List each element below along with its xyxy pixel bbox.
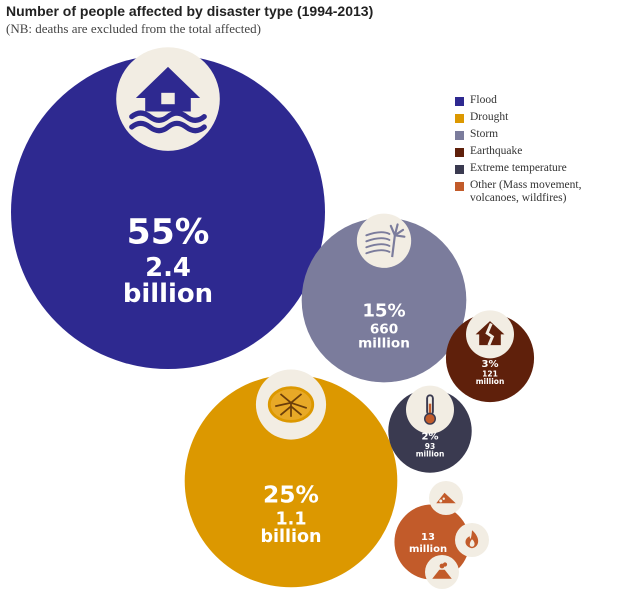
bubble-circle (11, 55, 325, 369)
wind-line (365, 231, 391, 237)
percent-label: 2% (422, 431, 439, 442)
percent-label: 25% (263, 480, 319, 508)
legend-swatch (455, 148, 464, 157)
rock (439, 499, 443, 503)
rock (442, 497, 445, 500)
legend-item-earthquake: Earthquake (455, 145, 620, 158)
thermometer-icon (406, 385, 454, 434)
legend-item-drought: Drought (455, 111, 620, 124)
legend-item-extreme-temperature: Extreme temperature (455, 162, 620, 175)
tree-trunk (391, 235, 396, 258)
percent-label: 15% (362, 300, 405, 321)
unit-label: million (416, 449, 445, 458)
bubble-circle (301, 217, 467, 383)
legend-label: Other (Mass movement, volcanoes, wildfir… (470, 179, 582, 204)
percent-label: 3% (482, 359, 499, 370)
crack-line (279, 393, 292, 404)
thermo-bulb (424, 412, 437, 425)
chart-subtitle: (NB: deaths are excluded from the total … (6, 21, 261, 36)
water-wave (129, 110, 207, 123)
crack-line (290, 405, 303, 416)
legend: Flood Drought Storm Earthquake Extreme tempe… (455, 94, 620, 209)
cracked-house-icon (466, 310, 514, 359)
unit-label: million (409, 544, 447, 555)
crack-line (290, 401, 308, 409)
water-wave (129, 120, 207, 134)
crack-line (290, 393, 303, 404)
chart-title: Number of people affected by disaster ty… (6, 3, 374, 19)
icon-badge (356, 213, 412, 268)
value-label: 2.4 (145, 253, 191, 283)
legend-label: Storm (470, 128, 499, 140)
wind-line (365, 243, 391, 249)
house-shape (475, 321, 505, 346)
landslide-icon (429, 481, 463, 515)
volcano-icon (425, 555, 459, 589)
flame-shape (465, 530, 479, 549)
value-label: 121 (482, 369, 498, 378)
thermo-mercury (428, 403, 432, 416)
unit-label: billion (123, 279, 213, 309)
legend-label: Earthquake (470, 145, 523, 157)
palm-fronds (389, 223, 406, 238)
legend-swatch (455, 165, 464, 174)
legend-swatch (455, 97, 464, 106)
value-label: 93 (425, 442, 435, 451)
house-door (161, 92, 175, 105)
unit-label: billion (260, 527, 321, 547)
value-label: 660 (370, 322, 398, 338)
legend-swatch (455, 182, 464, 191)
bubble-circle (184, 374, 398, 588)
value-label: 13 (421, 532, 435, 543)
storm-wind-icon (356, 213, 412, 268)
legend-label: Drought (470, 111, 509, 123)
flooded-house-icon (116, 47, 220, 151)
legend-item-flood: Flood (455, 94, 620, 107)
value-label: 1.1 (275, 509, 306, 529)
legend-item-other-mass-movement-volcanoes-wildfires: Other (Mass movement, volcanoes, wildfir… (455, 179, 620, 205)
cracked-earth-icon (255, 369, 327, 440)
wind-line (365, 237, 391, 243)
unit-label: million (476, 377, 505, 386)
legend-swatch (455, 114, 464, 123)
legend-label: Flood (470, 94, 497, 106)
crack-line (275, 401, 292, 408)
legend-swatch (455, 131, 464, 140)
house-shape (135, 66, 201, 112)
crack-line (485, 322, 495, 346)
legend-item-storm: Storm (455, 128, 620, 141)
unit-label: million (358, 335, 410, 351)
wildfire-icon (455, 523, 489, 557)
legend-label: Extreme temperature (470, 162, 567, 174)
mountain-shape (432, 569, 452, 579)
flame-core (469, 539, 475, 547)
smoke-puff (442, 562, 448, 567)
percent-label: 55% (127, 212, 210, 252)
crack-line (279, 405, 292, 416)
wind-line (365, 249, 391, 255)
